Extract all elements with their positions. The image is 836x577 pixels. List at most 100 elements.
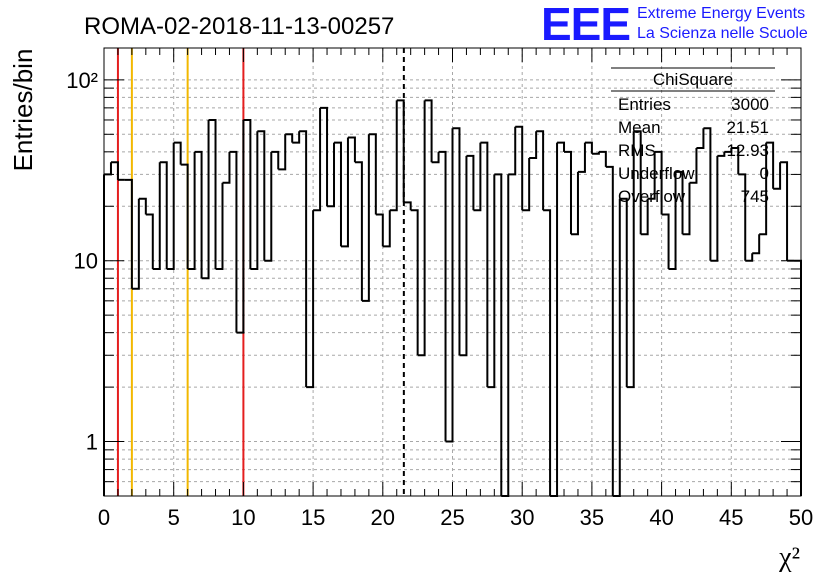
stats-box: ChiSquare Entries 3000 Mean 21.51 RMS 12… [611, 67, 775, 206]
eee-logo: EEE Extreme Energy Events La Scienza nel… [541, 0, 808, 50]
histogram-bin [159, 161, 168, 269]
histogram-bin [382, 210, 391, 248]
y-axis-label: Entries/bin [8, 49, 38, 172]
histogram-bin [710, 155, 719, 262]
histogram [103, 99, 802, 497]
histogram-bin [152, 162, 161, 270]
logo-mark: EEE [541, 0, 630, 50]
histogram-bin [292, 131, 301, 144]
histogram-bin [536, 130, 545, 211]
histogram-bin [187, 151, 196, 270]
histogram-bin [229, 150, 238, 333]
stat-value: 21.51 [726, 118, 769, 137]
histogram-bin [445, 128, 454, 443]
histogram-bin [794, 259, 802, 496]
histogram-bin [215, 182, 224, 270]
histogram-bin [494, 173, 503, 496]
histogram-bin [480, 141, 489, 388]
histogram-bin [104, 162, 112, 176]
x-tick-label: 50 [789, 505, 813, 530]
histogram-bin [138, 197, 147, 215]
histogram-bin [201, 119, 210, 280]
histogram-bin [508, 126, 517, 176]
histogram-bin [738, 173, 747, 261]
histogram-bin [633, 130, 642, 235]
histogram-bin [466, 154, 475, 211]
histogram-bin [222, 151, 231, 184]
histogram-bin [347, 136, 356, 163]
histogram-bin [550, 142, 559, 497]
histogram-bin [243, 118, 252, 269]
histogram-bin [438, 150, 447, 442]
histogram-bin [717, 151, 726, 157]
histogram-bin [696, 128, 705, 149]
histogram-bin [515, 125, 524, 211]
stat-label: RMS [618, 141, 656, 160]
histogram-bin [543, 209, 552, 496]
histogram-bin [313, 107, 322, 212]
histogram-bin [173, 141, 182, 165]
histogram-bin [773, 162, 782, 190]
chart-title: ROMA-02-2018-11-13-00257 [84, 13, 394, 40]
x-tick-label: 20 [371, 505, 395, 530]
histogram-bin [334, 141, 342, 247]
x-tick-label: 30 [510, 505, 534, 530]
x-axis: 0 5 10 15 20 25 30 35 40 45 50 [98, 48, 813, 530]
histogram-bin [529, 131, 538, 159]
histogram-bin [501, 174, 510, 497]
x-axis-label: χ² [778, 542, 800, 572]
histogram-bin [340, 137, 349, 248]
histogram-bin [271, 150, 280, 170]
histogram-bin [257, 130, 266, 261]
histogram-bin [194, 150, 203, 279]
histogram-bin [724, 147, 733, 153]
histogram-bin [452, 127, 461, 356]
stat-value: 0 [760, 164, 769, 183]
histogram-bin [368, 133, 377, 215]
x-tick-label: 35 [580, 505, 604, 530]
histogram-bin [180, 163, 189, 269]
x-tick-label: 45 [719, 505, 743, 530]
histogram-bin [361, 134, 370, 302]
histogram-bin [131, 198, 140, 290]
x-tick-label: 5 [168, 505, 180, 530]
histogram-bin [278, 134, 287, 171]
histogram-bin [570, 171, 579, 236]
histogram-bin [375, 213, 384, 247]
histogram-bin [522, 157, 531, 212]
histogram-bin [619, 197, 628, 388]
stat-value: 3000 [731, 95, 769, 114]
logo-line1: Extreme Energy Events [637, 5, 805, 22]
histogram-bin [327, 142, 336, 208]
histogram-bin [299, 130, 308, 388]
histogram-bin [410, 209, 419, 356]
histogram-bin [208, 118, 217, 269]
histogram-bin [759, 142, 768, 236]
histogram-bin [557, 141, 566, 152]
x-tick-label: 15 [301, 505, 325, 530]
histogram-bin [473, 142, 482, 212]
histogram-bin [689, 147, 698, 184]
stat-label: Underflow [618, 164, 695, 183]
histogram-bin [766, 141, 775, 189]
histogram-bin [459, 155, 468, 357]
histogram-bin [577, 142, 586, 173]
stat-value: 12.93 [726, 141, 769, 160]
histogram-bin [166, 142, 175, 270]
x-tick-label: 25 [440, 505, 464, 530]
histogram-bin [745, 253, 754, 262]
y-tick-label: 1 [86, 430, 98, 455]
stat-label: Overflow [618, 187, 686, 206]
stat-value: 745 [741, 187, 769, 206]
histogram-bin [605, 165, 614, 496]
histogram-bin [612, 198, 621, 497]
histogram-bin [124, 178, 133, 289]
y-axis: 1 10 10² [66, 68, 801, 497]
histogram-bin [417, 100, 426, 357]
histogram-bin [487, 174, 496, 389]
histogram-bin [110, 161, 119, 180]
histogram-bin [354, 161, 363, 301]
histogram-bin [424, 99, 433, 163]
